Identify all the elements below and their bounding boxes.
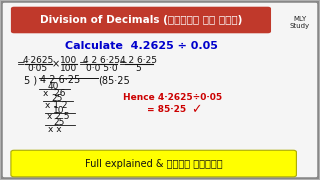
Text: 100: 100 xyxy=(60,64,77,73)
Text: 4·2625: 4·2625 xyxy=(22,56,53,65)
FancyBboxPatch shape xyxy=(11,7,271,33)
Text: 4 2 6·25: 4 2 6·25 xyxy=(120,56,157,65)
Text: =: = xyxy=(17,59,26,69)
Text: 4 2 6·25: 4 2 6·25 xyxy=(40,75,81,86)
Text: 0·05: 0·05 xyxy=(28,64,48,73)
Text: 0·0 5·0: 0·0 5·0 xyxy=(85,64,117,73)
Text: Full explained & आसान तरीका: Full explained & आसान तरीका xyxy=(85,159,222,168)
Text: Hence 4·2625÷0·05: Hence 4·2625÷0·05 xyxy=(123,93,222,102)
FancyBboxPatch shape xyxy=(11,150,296,177)
Text: Division of Decimals (दशमलव का भाग): Division of Decimals (दशमलव का भाग) xyxy=(40,15,242,25)
Text: 5 ): 5 ) xyxy=(24,75,37,85)
Text: x  26: x 26 xyxy=(43,89,65,98)
Text: 40: 40 xyxy=(47,82,59,91)
Text: ×: × xyxy=(52,59,60,69)
Text: (85·25: (85·25 xyxy=(98,75,130,86)
Text: =: = xyxy=(79,59,88,69)
Text: 25: 25 xyxy=(52,94,63,103)
Text: MLY
Study: MLY Study xyxy=(290,16,310,29)
Text: ✓: ✓ xyxy=(191,103,202,116)
Text: x x: x x xyxy=(48,125,62,134)
Text: 25: 25 xyxy=(53,118,64,127)
Text: 5: 5 xyxy=(136,64,141,73)
Text: = 85·25: = 85·25 xyxy=(147,105,186,114)
Text: 10: 10 xyxy=(53,106,65,115)
Text: x 1 2: x 1 2 xyxy=(45,101,68,110)
Text: 4 2 6·25: 4 2 6·25 xyxy=(83,56,120,65)
Text: 100: 100 xyxy=(60,56,77,65)
Text: x 2 5: x 2 5 xyxy=(47,112,69,122)
Text: =: = xyxy=(119,59,128,69)
Text: Calculate  4.2625 ÷ 0.05: Calculate 4.2625 ÷ 0.05 xyxy=(65,41,217,51)
